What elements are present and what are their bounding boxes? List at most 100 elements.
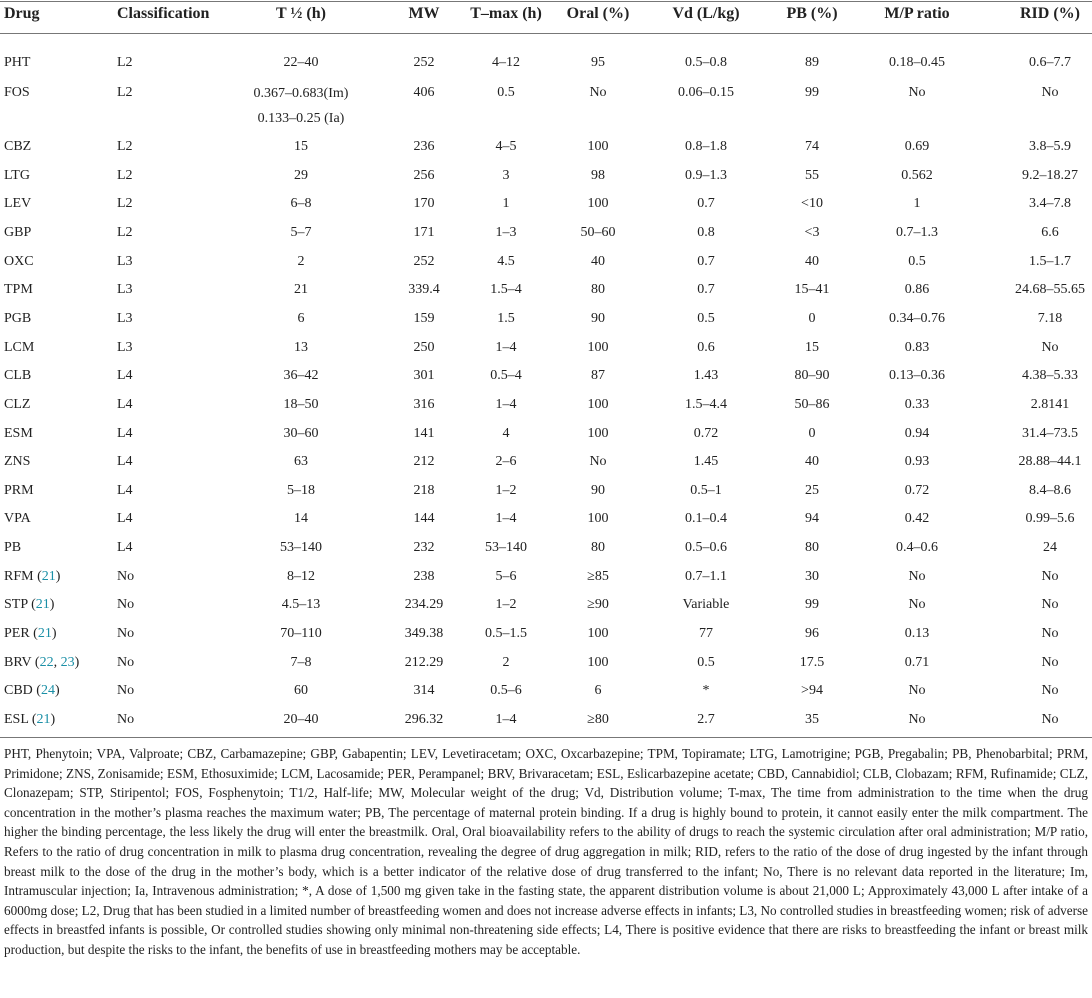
table-cell: 0: [808, 310, 816, 326]
table-cell: 100: [587, 626, 609, 642]
header-rule: [0, 33, 1092, 34]
table-cell: L2: [117, 167, 133, 183]
table-cell: No: [908, 568, 926, 584]
table-cell: No: [1041, 626, 1059, 642]
table-cell: No: [1041, 85, 1059, 100]
table-cell: L3: [117, 282, 133, 298]
table-cell: 0.13–0.36: [889, 368, 945, 384]
table-cell: 0.1–0.4: [685, 511, 727, 527]
cell-text: ): [55, 568, 61, 584]
table-cell: 256: [413, 167, 435, 183]
table-cell: 7–8: [290, 654, 312, 670]
table-cell: 40: [805, 253, 819, 269]
table-cell: 98: [591, 167, 605, 183]
table-cell: L4: [117, 368, 133, 384]
table-cell: 95: [591, 55, 605, 70]
column-header: T ½ (h): [276, 5, 326, 22]
table-cell: ≥90: [587, 597, 609, 613]
table-cell: 0.72: [693, 425, 719, 441]
table-cell: <10: [801, 196, 823, 212]
cell-line: 0.367–0.683(Im): [253, 85, 349, 101]
table-cell: L2: [117, 85, 133, 100]
table-cell: 100: [587, 339, 609, 355]
table-cell: 2: [297, 253, 305, 269]
table-cell: No: [117, 626, 135, 642]
table-cell: 21: [294, 282, 308, 298]
table-cell: 87: [591, 368, 605, 384]
column-header: RID (%): [1020, 5, 1080, 22]
citation-link[interactable]: 22: [39, 654, 54, 670]
table-cell: 77: [699, 626, 713, 642]
table-cell: 100: [587, 196, 609, 212]
table-cell: 4.38–5.33: [1022, 368, 1078, 384]
table-cell: 1.43: [693, 368, 719, 384]
citation-link[interactable]: 24: [40, 683, 55, 699]
table-cell: 74: [805, 139, 819, 154]
table-cell: 4.5–13: [281, 597, 321, 613]
bottom-rule: [0, 737, 1092, 738]
table-cell: 30–60: [283, 425, 319, 441]
table-cell: 0.34–0.76: [889, 310, 945, 326]
table-cell: L4: [117, 396, 133, 412]
table-cell: L4: [117, 540, 133, 556]
table-cell: 100: [587, 396, 609, 412]
table-cell: 0.9–1.3: [685, 167, 727, 183]
table-cell: 252: [413, 55, 435, 70]
table-cell: 63: [294, 454, 308, 470]
cell-text: BRV (: [4, 654, 40, 670]
table-cell: 2–6: [495, 454, 517, 470]
table-cell: 0.99–5.6: [1025, 511, 1075, 527]
table-cell: 50–86: [794, 396, 830, 412]
table-cell: ZNS: [4, 454, 31, 470]
table-cell: L3: [117, 310, 133, 326]
table-cell: TPM: [4, 282, 33, 298]
top-rule: [0, 1, 1092, 2]
column-header: Drug: [4, 5, 40, 22]
table-cell: 0.5–1: [690, 482, 722, 498]
table-cell: 3: [502, 167, 510, 183]
table-cell: OXC: [4, 253, 34, 269]
table-cell: >94: [801, 683, 823, 699]
citation-link[interactable]: 21: [37, 626, 52, 642]
cell-text: ): [51, 626, 57, 642]
table-cell: 18–50: [283, 396, 319, 412]
table-cell: 1–4: [495, 339, 517, 355]
table-cell: 339.4: [408, 282, 440, 298]
table-cell: 31.4–73.5: [1022, 425, 1078, 441]
table-cell: 17.5: [799, 654, 825, 670]
table-cell: 0.5: [697, 310, 715, 326]
table-cell: PGB: [4, 310, 32, 326]
table-cell: 0.5: [908, 253, 926, 269]
table-cell: 2: [502, 654, 510, 670]
table-cell: L3: [117, 339, 133, 355]
table-cell: No: [908, 712, 926, 727]
table-cell: 15–41: [794, 282, 830, 298]
table-cell: 250: [413, 339, 435, 355]
table-cell: 99: [805, 597, 819, 613]
citation-link[interactable]: 21: [36, 712, 51, 727]
table-cell: 100: [587, 654, 609, 670]
table-cell: RFM (21): [4, 567, 60, 587]
citation-link[interactable]: 23: [60, 654, 75, 670]
citation-link[interactable]: 21: [35, 597, 50, 613]
table-cell: 1–3: [495, 224, 517, 240]
citation-link[interactable]: 21: [41, 568, 56, 584]
table-cell: 22–40: [283, 55, 319, 70]
table-cell: L2: [117, 196, 133, 212]
cell-text: ): [50, 712, 56, 727]
table-cell: LCM: [4, 339, 35, 355]
table-cell: 6–8: [290, 196, 312, 212]
table-cell: 53–140: [280, 540, 322, 556]
table-cell: 50–60: [580, 224, 616, 240]
table-cell: 0.18–0.45: [889, 55, 945, 70]
table-cell: 15: [805, 339, 819, 355]
table-cell: 80: [591, 540, 605, 556]
table-cell: 4–12: [492, 55, 520, 70]
table-cell: *: [702, 683, 710, 699]
table-cell: 80: [805, 540, 819, 556]
table-cell: STP (21): [4, 595, 54, 615]
table-cell: 212: [413, 454, 435, 470]
table-cell: 0.5–4: [490, 368, 522, 384]
table-cell: 2.8141: [1030, 396, 1070, 412]
cell-text: RFM (: [4, 568, 42, 584]
